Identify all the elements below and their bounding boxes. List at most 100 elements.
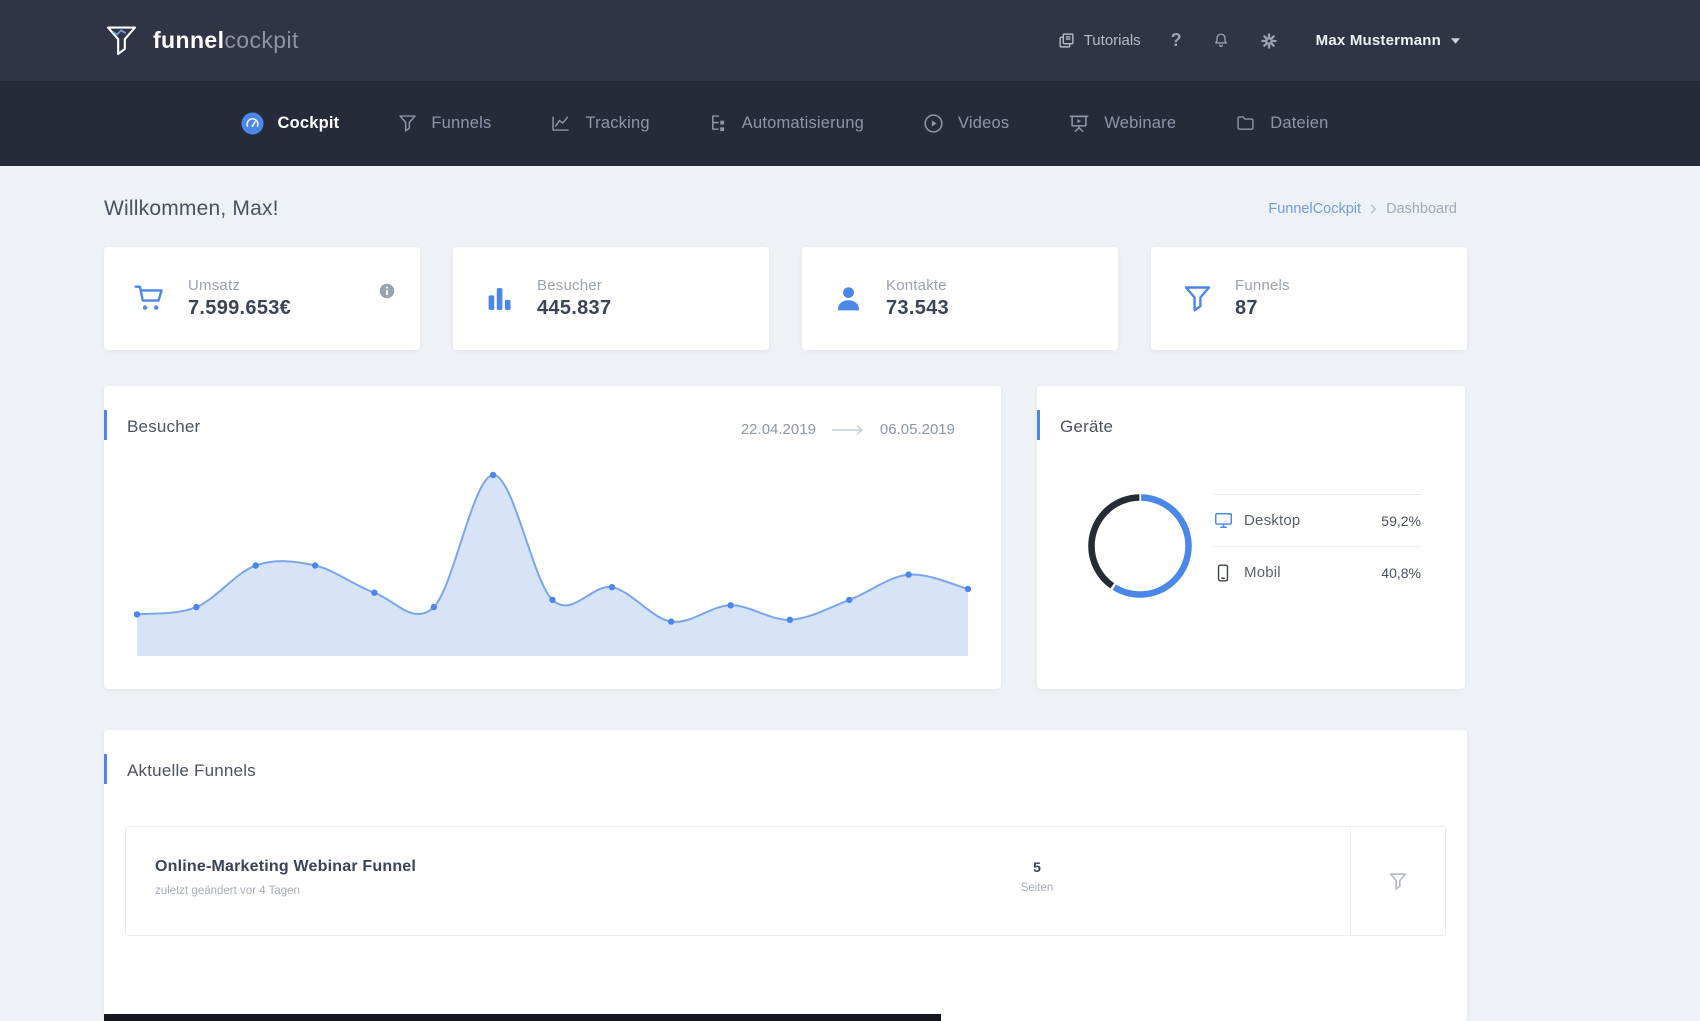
- nav-label: Webinare: [1104, 114, 1177, 132]
- cart-icon: [130, 282, 170, 315]
- info-icon[interactable]: [379, 283, 395, 299]
- notifications-button[interactable]: [1212, 31, 1230, 50]
- funnel-gray-icon: [1387, 871, 1409, 892]
- stats-row: Umsatz 7.599.653€ Besucher 445.837 Konta…: [104, 247, 1467, 350]
- presentation-icon: [1067, 112, 1091, 135]
- caret-down-icon: [1451, 37, 1460, 44]
- nav-item-cockpit[interactable]: Cockpit: [241, 112, 339, 135]
- devices-card-title: Geräte: [1060, 417, 1114, 436]
- nav-label: Videos: [957, 114, 1010, 132]
- funnel-action-button[interactable]: [1350, 827, 1445, 935]
- book-icon: [1058, 32, 1075, 49]
- legend-value: 59,2%: [1381, 512, 1421, 529]
- arrow-right-icon: [831, 424, 865, 436]
- brand-funnel-icon: [103, 23, 140, 59]
- funnel-modified: zuletzt geändert vor 4 Tagen: [155, 885, 300, 897]
- funnel-name: Online-Marketing Webinar Funnel: [155, 858, 417, 875]
- stat-value: 73.543: [886, 297, 949, 319]
- bar-chart-icon: [479, 283, 519, 315]
- visitors-card-title: Besucher: [127, 417, 201, 436]
- stat-text: Umsatz 7.599.653€: [188, 277, 291, 320]
- user-name: Max Mustermann: [1315, 32, 1441, 49]
- card-accent-bar: [104, 754, 107, 784]
- legend-label: Mobil: [1244, 564, 1281, 581]
- nav-item-videos[interactable]: Videos: [922, 112, 1009, 135]
- funnel-row-main: Online-Marketing Webinar Funnel zuletzt …: [155, 858, 416, 897]
- funnels-card: Aktuelle Funnels Online-Marketing Webina…: [104, 730, 1467, 1021]
- chart-line-icon: [549, 113, 572, 134]
- date-range-end[interactable]: 06.05.2019: [879, 421, 955, 438]
- devices-legend: Desktop 59,2% Mobil 40,8%: [1212, 494, 1421, 598]
- nav-label: Funnels: [431, 114, 492, 132]
- stat-card-funnels[interactable]: Funnels 87: [1151, 247, 1467, 350]
- nav-label: Tracking: [585, 114, 650, 132]
- person-icon: [828, 283, 868, 315]
- page-greeting: Willkommen, Max!: [104, 197, 279, 220]
- stat-text: Funnels 87: [1235, 277, 1290, 320]
- tutorials-label: Tutorials: [1083, 32, 1141, 49]
- funnel-pages-count: 5: [1033, 859, 1041, 875]
- funnel-pages-label: Seiten: [1020, 882, 1054, 894]
- stat-text: Besucher 445.837: [537, 277, 611, 320]
- nav-item-dateien[interactable]: Dateien: [1234, 113, 1328, 134]
- legend-row-mobil: Mobil 40,8%: [1212, 546, 1421, 598]
- funnel-rows: Online-Marketing Webinar Funnel zuletzt …: [125, 826, 1446, 936]
- tree-icon: [708, 113, 729, 134]
- tutorials-link[interactable]: Tutorials: [1058, 32, 1141, 49]
- bell-icon: [1212, 31, 1230, 50]
- nav-item-automatisierung[interactable]: Automatisierung: [708, 113, 864, 134]
- breadcrumb-link-funnelcockpit[interactable]: FunnelCockpit: [1268, 201, 1362, 217]
- brand-logo[interactable]: funnelcockpit: [103, 23, 299, 59]
- help-button[interactable]: ?: [1171, 30, 1182, 51]
- brand-wordmark: funnelcockpit: [153, 27, 299, 53]
- stat-value: 445.837: [537, 297, 612, 319]
- card-accent-bar: [1037, 410, 1040, 440]
- play-circle-icon: [922, 112, 945, 135]
- legend-label: Desktop: [1244, 512, 1301, 529]
- devices-donut-chart: [1088, 494, 1192, 598]
- card-accent-bar: [104, 410, 107, 440]
- funnel-icon: [397, 113, 418, 134]
- nav-label: Automatisierung: [741, 114, 864, 132]
- topbar-actions: Tutorials ? Max Mustermann: [1058, 30, 1460, 51]
- phone-icon: [1212, 563, 1234, 582]
- nav-item-tracking[interactable]: Tracking: [549, 113, 650, 134]
- stat-card-kontakte[interactable]: Kontakte 73.543: [802, 247, 1118, 350]
- stat-value: 87: [1235, 297, 1258, 319]
- chevron-right-icon: [1370, 204, 1377, 214]
- visitors-card: Besucher 22.04.2019 06.05.2019: [104, 386, 1001, 689]
- stat-card-umsatz[interactable]: Umsatz 7.599.653€: [104, 247, 420, 350]
- nav-item-webinare[interactable]: Webinare: [1067, 112, 1176, 135]
- main-nav: Cockpit Funnels Tracking Automatisierung…: [0, 81, 1700, 166]
- legend-row-desktop: Desktop 59,2%: [1212, 494, 1421, 546]
- breadcrumb: FunnelCockpit Dashboard: [1268, 201, 1457, 217]
- stat-label: Besucher: [537, 277, 602, 294]
- stat-label: Funnels: [1235, 277, 1290, 294]
- stat-card-besucher[interactable]: Besucher 445.837: [453, 247, 769, 350]
- funnel-icon: [1177, 283, 1217, 315]
- visitors-area-chart[interactable]: [104, 386, 1001, 689]
- funnel-pages: 5 Seiten: [1005, 859, 1069, 894]
- breadcrumb-current: Dashboard: [1386, 201, 1457, 217]
- folder-icon: [1234, 113, 1257, 134]
- nav-label: Dateien: [1270, 114, 1329, 132]
- stat-value: 7.599.653€: [188, 297, 292, 319]
- date-range-picker[interactable]: 22.04.2019 06.05.2019: [741, 421, 955, 438]
- gear-icon: [1260, 32, 1278, 50]
- gauge-icon: [241, 112, 264, 135]
- settings-button[interactable]: [1260, 32, 1278, 50]
- user-menu[interactable]: Max Mustermann: [1316, 32, 1460, 49]
- funnel-row[interactable]: Online-Marketing Webinar Funnel zuletzt …: [125, 826, 1446, 936]
- legend-value: 40,8%: [1381, 564, 1421, 581]
- partially-visible-dark-element: [104, 1014, 941, 1021]
- stat-text: Kontakte 73.543: [886, 277, 949, 320]
- help-icon: ?: [1170, 30, 1182, 50]
- devices-card: Geräte Desktop 59,2% Mobil 40,8%: [1037, 386, 1465, 689]
- funnels-card-title: Aktuelle Funnels: [127, 761, 256, 780]
- topbar: funnelcockpit Tutorials ? Max Mu: [0, 0, 1700, 81]
- stat-label: Umsatz: [188, 277, 241, 294]
- nav-item-funnels[interactable]: Funnels: [397, 113, 491, 134]
- nav-label: Cockpit: [277, 114, 340, 132]
- date-range-start[interactable]: 22.04.2019: [740, 421, 816, 438]
